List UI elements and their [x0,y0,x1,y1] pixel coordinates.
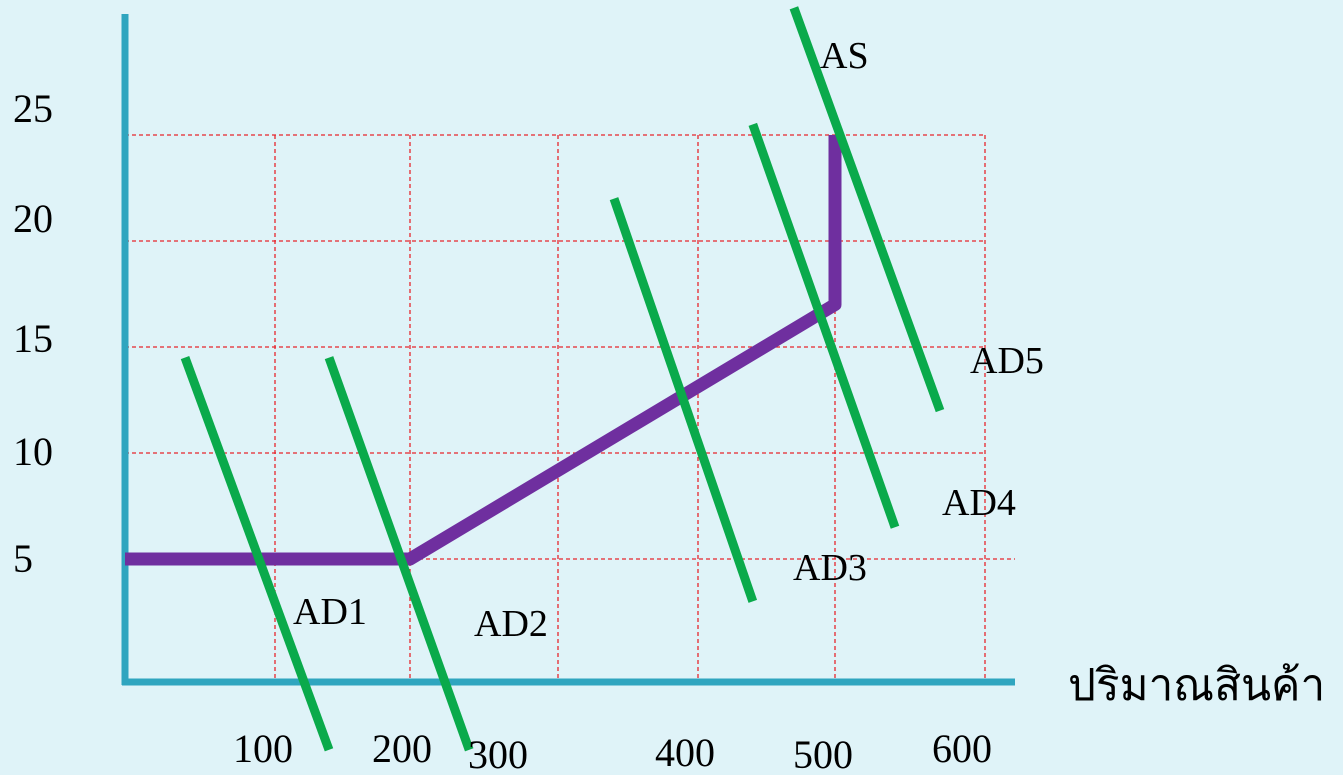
series-label-ad3: AD3 [793,547,867,589]
series-line-ad2 [324,356,474,752]
series-line-ad5 [789,6,945,413]
grid [125,134,1015,682]
axes [121,14,1015,686]
x-tick-label: 500 [793,732,853,775]
series-line-ad4 [748,122,900,529]
series-label-ad2: AD2 [474,603,548,645]
series [125,6,945,752]
labels: 5 10 15 20 25 100 200 300 400 500 600 AS AD1 AD2 AD3 AD… [13,35,1044,775]
series-label-ad5: AD5 [970,340,1044,382]
y-tick-label: 25 [13,86,53,131]
series-label-ad4: AD4 [942,482,1016,524]
x-tick-label: 300 [468,732,528,775]
y-tick-label: 10 [13,429,53,474]
series-label-ad1: AD1 [293,591,367,633]
y-tick-label: 20 [13,196,53,241]
x-axis-title: ปริมาณสินค้า [1068,660,1325,711]
x-tick-label: 200 [372,726,432,771]
series-line-ad3 [609,197,758,603]
x-tick-label: 100 [233,726,293,771]
y-tick-label: 15 [13,316,53,361]
y-tick-label: 5 [13,536,33,581]
series-line-as [125,135,842,566]
series-line-ad1 [180,356,334,752]
x-tick-label: 600 [932,726,992,771]
x-tick-label: 400 [655,730,715,775]
series-label-as: AS [820,35,869,77]
